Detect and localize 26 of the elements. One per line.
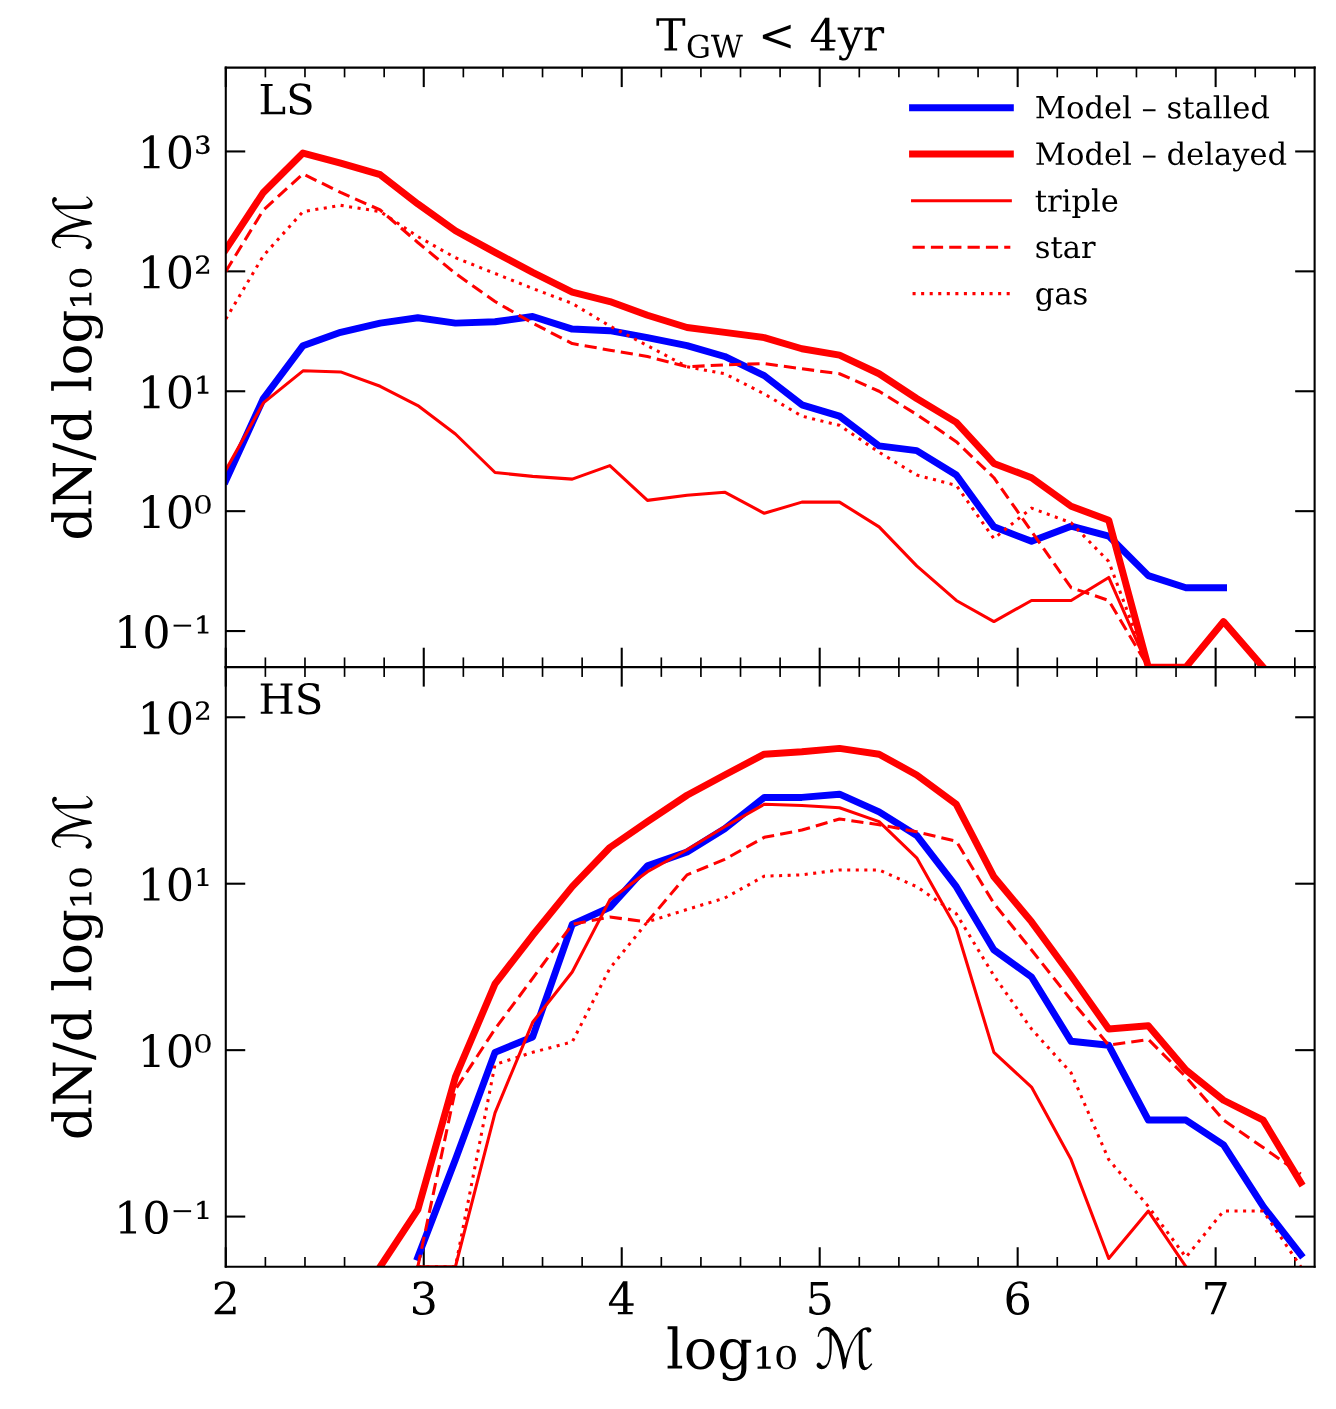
- y-tick-label: 10¹: [142, 867, 209, 902]
- x-tick-label: 2: [214, 1281, 236, 1315]
- x-tick-label: 5: [809, 1281, 831, 1315]
- chart-title: T$_{GW}$ < 4yr: [656, 17, 885, 61]
- y-tick-label: 10³: [142, 135, 210, 169]
- y-axis-title: dN/d log₁₀ ℳ: [51, 196, 103, 538]
- annotation: LS: [260, 83, 312, 115]
- y-tick-label: 10²: [142, 701, 210, 735]
- x-tick-label: 4: [608, 1281, 634, 1315]
- legend-label: Model – delayed: [1036, 141, 1287, 172]
- legend-label: gas: [1036, 288, 1087, 312]
- x-tick-label: 6: [1006, 1281, 1030, 1315]
- y-tick-label: 10⁰: [142, 495, 211, 529]
- y-axis-title: dN/d log₁₀ ℳ: [51, 795, 103, 1138]
- y-tick-label: 10⁻¹: [119, 614, 209, 649]
- annotation: HS: [260, 682, 321, 715]
- x-tick-label: 7: [1205, 1281, 1227, 1315]
- legend-label: star: [1036, 237, 1096, 259]
- x-axis-title: log₁₀ ℳ: [667, 1326, 873, 1381]
- legend-label: Model – stalled: [1036, 95, 1270, 119]
- x-tick-label: 3: [413, 1281, 435, 1315]
- y-tick-label: 10⁻¹: [119, 1200, 209, 1235]
- y-tick-label: 10⁰: [142, 1034, 211, 1068]
- y-tick-label: 10¹: [142, 375, 209, 409]
- legend-label: triple: [1035, 188, 1118, 218]
- y-tick-label: 10²: [142, 255, 210, 289]
